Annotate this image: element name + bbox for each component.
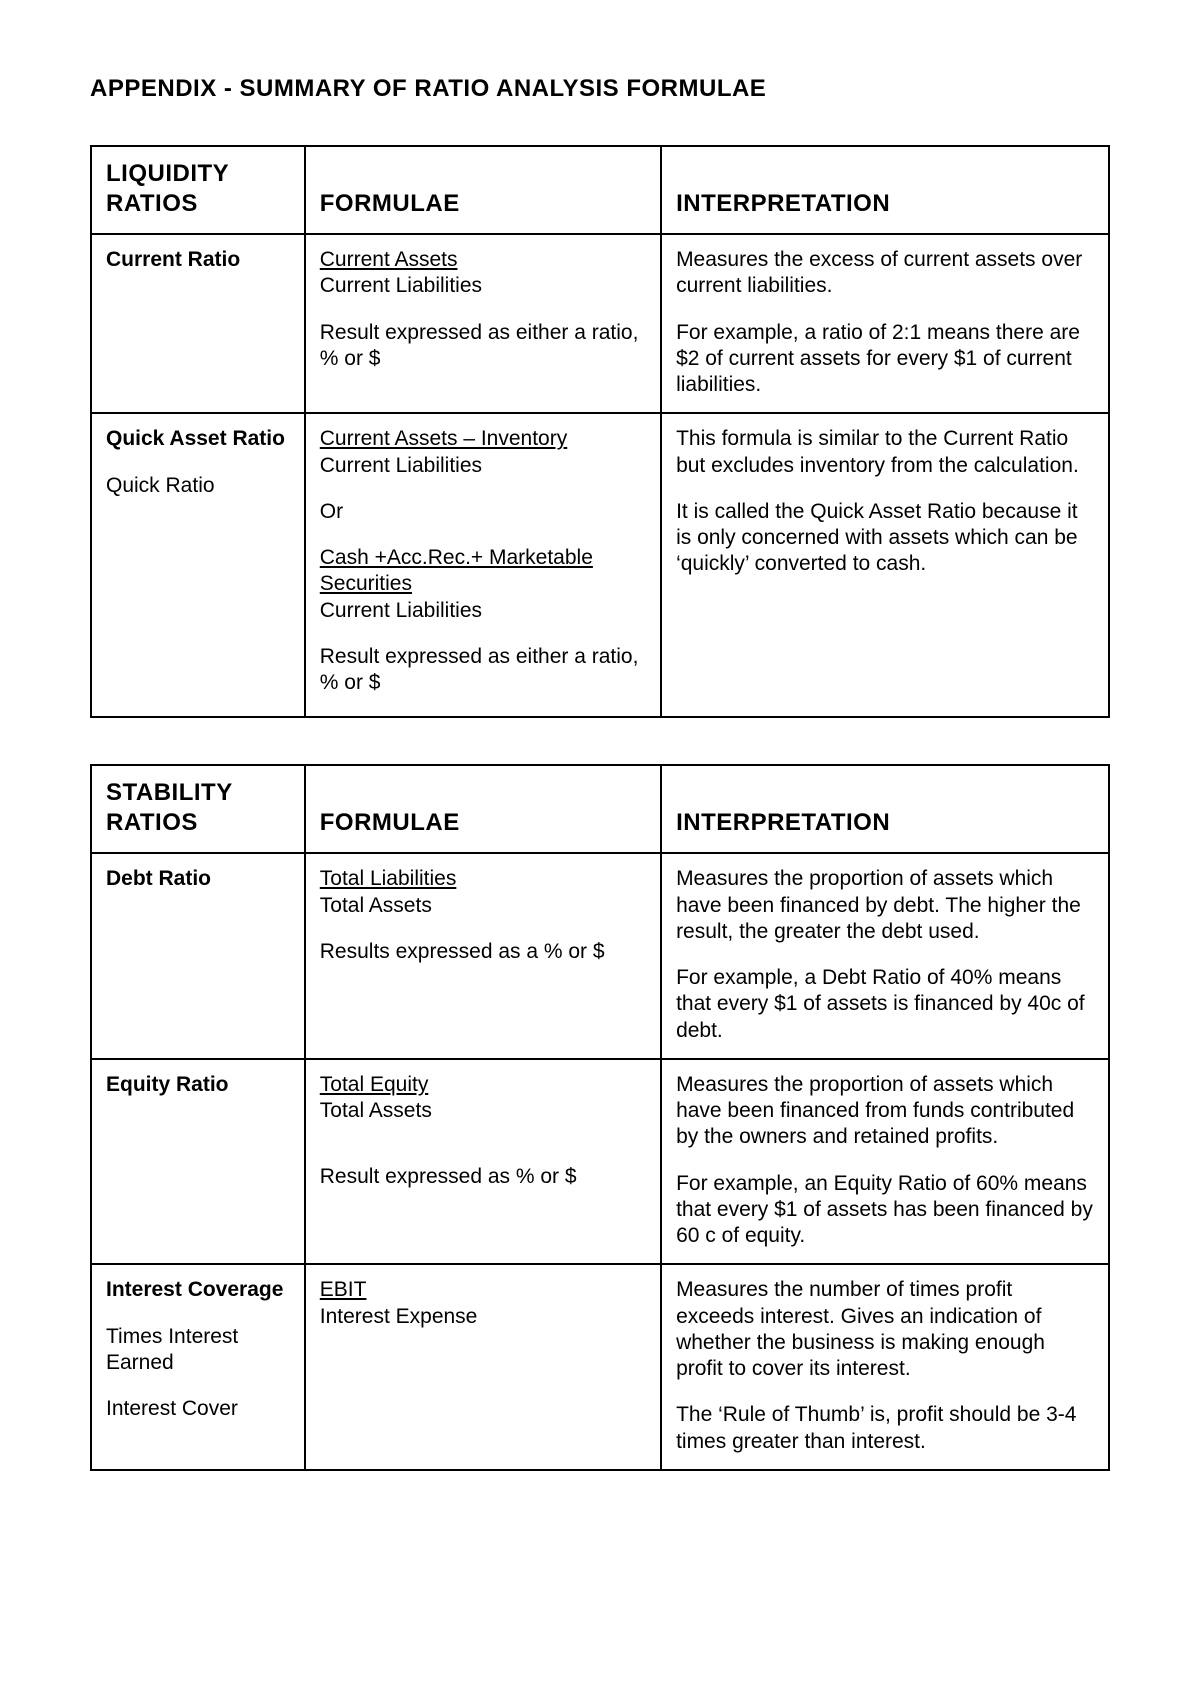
- column-header-interpretation: INTERPRETATION: [661, 146, 1109, 234]
- table-row: Quick Asset Ratio Quick Ratio Current As…: [91, 413, 1109, 717]
- ratio-name-cell: Debt Ratio: [91, 853, 305, 1059]
- page: APPENDIX - SUMMARY OF RATIO ANALYSIS FOR…: [0, 0, 1200, 1697]
- formula-numerator: Total Liabilities: [320, 866, 646, 892]
- column-header-formulae: FORMULAE: [305, 146, 661, 234]
- interpretation-cell: This formula is similar to the Current R…: [661, 413, 1109, 717]
- section-heading: STABILITY RATIOS: [91, 765, 305, 853]
- interpretation-text: This formula is similar to the Current R…: [676, 426, 1094, 479]
- formula-denominator: Current Liabilities: [320, 453, 646, 479]
- ratio-name-cell: Current Ratio: [91, 234, 305, 413]
- formula-cell: Current Assets Current Liabilities Resul…: [305, 234, 661, 413]
- stability-table: STABILITY RATIOS FORMULAE INTERPRETATION…: [90, 764, 1110, 1471]
- formula-denominator: Interest Expense: [320, 1304, 646, 1330]
- table-row: Interest Coverage Times Interest Earned …: [91, 1264, 1109, 1470]
- table-row: Equity Ratio Total Equity Total Assets R…: [91, 1059, 1109, 1265]
- interpretation-text: For example, an Equity Ratio of 60% mean…: [676, 1171, 1094, 1250]
- interpretation-text: Measures the excess of current assets ov…: [676, 247, 1094, 300]
- liquidity-table: LIQUIDITY RATIOS FORMULAE INTERPRETATION…: [90, 145, 1110, 718]
- formula-numerator: EBIT: [320, 1277, 646, 1303]
- ratio-name: Equity Ratio: [106, 1072, 290, 1098]
- formula-denominator: Total Assets: [320, 1098, 646, 1124]
- ratio-alias: Quick Ratio: [106, 473, 290, 499]
- table-header-row: STABILITY RATIOS FORMULAE INTERPRETATION: [91, 765, 1109, 853]
- formula-cell: Total Liabilities Total Assets Results e…: [305, 853, 661, 1059]
- interpretation-text: Measures the proportion of assets which …: [676, 1072, 1094, 1151]
- ratio-name: Interest Coverage: [106, 1277, 290, 1303]
- formula-cell: Current Assets – Inventory Current Liabi…: [305, 413, 661, 717]
- formula-note: Results expressed as a % or $: [320, 939, 646, 965]
- formula-cell: EBIT Interest Expense: [305, 1264, 661, 1470]
- column-header-interpretation: INTERPRETATION: [661, 765, 1109, 853]
- formula-numerator: Total Equity: [320, 1072, 646, 1098]
- interpretation-cell: Measures the proportion of assets which …: [661, 853, 1109, 1059]
- interpretation-text: For example, a ratio of 2:1 means there …: [676, 320, 1094, 399]
- table-row: Current Ratio Current Assets Current Lia…: [91, 234, 1109, 413]
- ratio-name-cell: Interest Coverage Times Interest Earned …: [91, 1264, 305, 1470]
- ratio-alias: Times Interest Earned: [106, 1324, 290, 1377]
- formula-denominator: Total Assets: [320, 893, 646, 919]
- ratio-name-cell: Equity Ratio: [91, 1059, 305, 1265]
- column-header-formulae: FORMULAE: [305, 765, 661, 853]
- formula-note: Result expressed as either a ratio, % or…: [320, 320, 646, 373]
- table-row: Debt Ratio Total Liabilities Total Asset…: [91, 853, 1109, 1059]
- formula-denominator: Current Liabilities: [320, 598, 646, 624]
- interpretation-text: Measures the proportion of assets which …: [676, 866, 1094, 945]
- formula-numerator: Current Assets – Inventory: [320, 426, 646, 452]
- interpretation-cell: Measures the number of times profit exce…: [661, 1264, 1109, 1470]
- interpretation-cell: Measures the excess of current assets ov…: [661, 234, 1109, 413]
- interpretation-text: Measures the number of times profit exce…: [676, 1277, 1094, 1382]
- page-title: APPENDIX - SUMMARY OF RATIO ANALYSIS FOR…: [90, 75, 1110, 103]
- interpretation-text: The ‘Rule of Thumb’ is, profit should be…: [676, 1402, 1094, 1455]
- interpretation-text: It is called the Quick Asset Ratio becau…: [676, 499, 1094, 578]
- interpretation-text: For example, a Debt Ratio of 40% means t…: [676, 965, 1094, 1044]
- formula-denominator: Current Liabilities: [320, 273, 646, 299]
- formula-numerator: Current Assets: [320, 247, 646, 273]
- formula-note: Result expressed as either a ratio, % or…: [320, 644, 646, 697]
- formula-cell: Total Equity Total Assets Result express…: [305, 1059, 661, 1265]
- ratio-name: Current Ratio: [106, 247, 290, 273]
- ratio-alias: Interest Cover: [106, 1396, 290, 1422]
- formula-or: Or: [320, 499, 646, 525]
- ratio-name: Quick Asset Ratio: [106, 426, 290, 452]
- formula-note: Result expressed as % or $: [320, 1164, 646, 1190]
- section-heading: LIQUIDITY RATIOS: [91, 146, 305, 234]
- interpretation-cell: Measures the proportion of assets which …: [661, 1059, 1109, 1265]
- table-header-row: LIQUIDITY RATIOS FORMULAE INTERPRETATION: [91, 146, 1109, 234]
- formula-numerator: Cash +Acc.Rec.+ Marketable: [320, 545, 646, 571]
- formula-numerator: Securities: [320, 571, 646, 597]
- ratio-name: Debt Ratio: [106, 866, 290, 892]
- ratio-name-cell: Quick Asset Ratio Quick Ratio: [91, 413, 305, 717]
